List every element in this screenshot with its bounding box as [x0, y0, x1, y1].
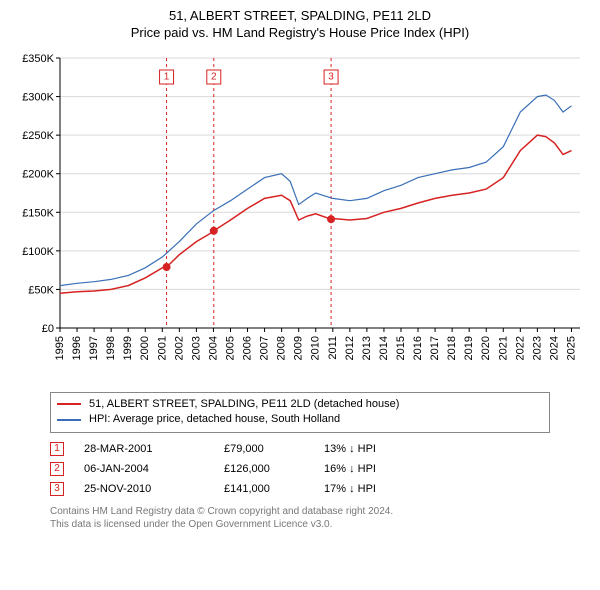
x-tick-label: 2023 [531, 336, 543, 360]
sales-marker-box: 2 [50, 462, 64, 476]
sales-price: £79,000 [224, 443, 304, 455]
y-tick-label: £50K [28, 284, 54, 296]
x-tick-label: 2008 [276, 336, 288, 360]
x-tick-label: 2007 [259, 336, 271, 360]
legend-row: 51, ALBERT STREET, SPALDING, PE11 2LD (d… [57, 397, 543, 412]
legend-label: HPI: Average price, detached house, Sout… [89, 412, 340, 427]
y-tick-label: £250K [22, 130, 54, 142]
x-tick-label: 2018 [446, 336, 458, 360]
footnote: Contains HM Land Registry data © Crown c… [50, 505, 550, 531]
sale-callout-number: 2 [211, 71, 217, 82]
sale-dot [327, 215, 335, 223]
y-tick-label: £300K [22, 91, 54, 103]
sales-table: 1 28-MAR-2001 £79,000 13% ↓ HPI 2 06-JAN-2004… [50, 439, 550, 499]
sales-pct: 16% ↓ HPI [324, 463, 424, 475]
x-tick-label: 2015 [395, 336, 407, 360]
x-tick-label: 2024 [548, 336, 560, 360]
y-tick-label: £150K [22, 207, 54, 219]
legend-label: 51, ALBERT STREET, SPALDING, PE11 2LD (d… [89, 397, 399, 412]
sale-callout-number: 3 [328, 71, 334, 82]
sale-dot [163, 263, 171, 271]
x-tick-label: 2025 [565, 336, 577, 360]
y-tick-label: £100K [22, 246, 54, 258]
sales-row: 3 25-NOV-2010 £141,000 17% ↓ HPI [50, 479, 550, 499]
x-tick-label: 1996 [71, 336, 83, 360]
sales-price: £141,000 [224, 483, 304, 495]
x-tick-label: 1999 [122, 336, 134, 360]
x-tick-label: 1998 [105, 336, 117, 360]
legend-row: HPI: Average price, detached house, Sout… [57, 412, 543, 427]
sales-date: 28-MAR-2001 [84, 443, 204, 455]
sales-date: 25-NOV-2010 [84, 483, 204, 495]
x-tick-label: 2005 [224, 336, 236, 360]
x-tick-label: 2000 [139, 336, 151, 360]
x-tick-label: 2012 [344, 336, 356, 360]
legend-swatch [57, 403, 81, 405]
sales-price: £126,000 [224, 463, 304, 475]
x-tick-label: 2001 [156, 336, 168, 360]
legend-swatch [57, 419, 81, 421]
title-area: 51, ALBERT STREET, SPALDING, PE11 2LD Pr… [0, 0, 600, 42]
sales-row: 1 28-MAR-2001 £79,000 13% ↓ HPI [50, 439, 550, 459]
x-tick-label: 2022 [514, 336, 526, 360]
line-chart-svg: £0 £50K £100K £150K £200K £250K £300K £350K 1995… [10, 48, 590, 388]
x-tick-label: 2021 [497, 336, 509, 360]
x-tick-label: 2002 [173, 336, 185, 360]
sales-row: 2 06-JAN-2004 £126,000 16% ↓ HPI [50, 459, 550, 479]
sale-dot [210, 227, 218, 235]
x-tick-label: 2016 [412, 336, 424, 360]
y-tick-label: £350K [22, 53, 54, 65]
x-tick-label: 2010 [310, 336, 322, 360]
sales-date: 06-JAN-2004 [84, 463, 204, 475]
y-tick-label: £0 [42, 323, 54, 335]
x-tick-label: 2006 [242, 336, 254, 360]
chart-subtitle: Price paid vs. HM Land Registry's House … [0, 25, 600, 42]
x-tick-label: 2017 [429, 336, 441, 360]
x-tick-label: 1995 [54, 336, 66, 360]
sales-pct: 13% ↓ HPI [324, 443, 424, 455]
sale-callout-number: 1 [164, 71, 170, 82]
x-tick-label: 2019 [463, 336, 475, 360]
sales-marker-box: 1 [50, 442, 64, 456]
x-tick-label: 2013 [361, 336, 373, 360]
chart-title: 51, ALBERT STREET, SPALDING, PE11 2LD [0, 8, 600, 25]
sales-marker-box: 3 [50, 482, 64, 496]
x-tick-label: 2004 [207, 336, 219, 360]
sales-pct: 17% ↓ HPI [324, 483, 424, 495]
y-tick-label: £200K [22, 168, 54, 180]
chart-area: £0 £50K £100K £150K £200K £250K £300K £350K 1995… [10, 48, 590, 388]
footnote-line-1: Contains HM Land Registry data © Crown c… [50, 505, 550, 518]
x-tick-label: 2014 [378, 336, 390, 360]
x-tick-label: 2009 [293, 336, 305, 360]
chart-container: 51, ALBERT STREET, SPALDING, PE11 2LD Pr… [0, 0, 600, 590]
x-tick-label: 2003 [190, 336, 202, 360]
x-tick-label: 1997 [88, 336, 100, 360]
x-tick-label: 2020 [480, 336, 492, 360]
legend-box: 51, ALBERT STREET, SPALDING, PE11 2LD (d… [50, 392, 550, 433]
footnote-line-2: This data is licensed under the Open Gov… [50, 518, 550, 531]
x-tick-label: 2011 [327, 336, 339, 360]
